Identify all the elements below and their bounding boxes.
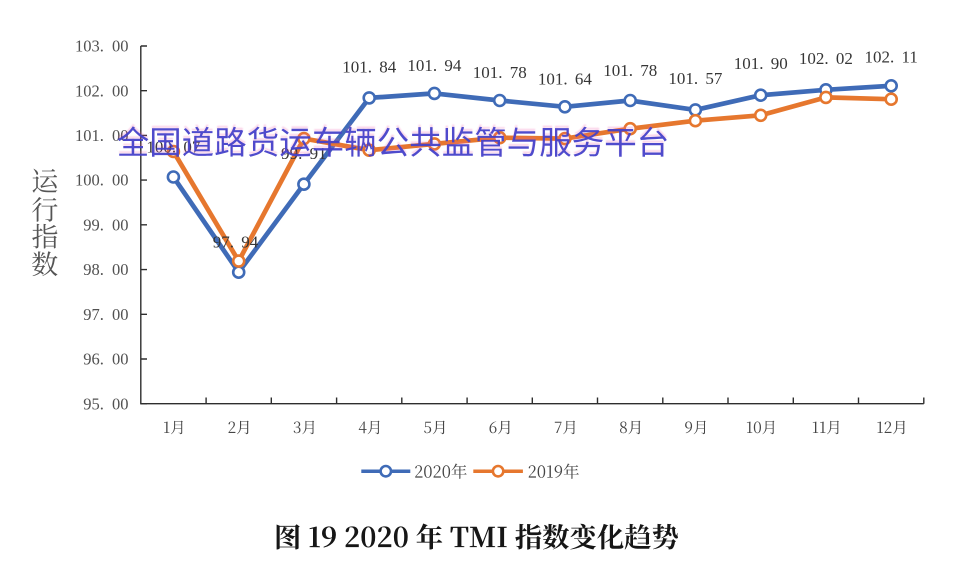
svg-text:101. 78: 101. 78 — [603, 61, 657, 80]
svg-text:102. 11: 102. 11 — [865, 48, 918, 67]
svg-text:102. 02: 102. 02 — [799, 49, 853, 68]
svg-text:101. 90: 101. 90 — [734, 54, 788, 73]
svg-text:101. 57: 101. 57 — [668, 69, 723, 88]
svg-text:101. 94: 101. 94 — [407, 56, 462, 75]
svg-text:101. 64: 101. 64 — [538, 70, 593, 89]
svg-text:101. 00: 101. 00 — [75, 126, 129, 145]
svg-text:101. 78: 101. 78 — [473, 63, 527, 82]
svg-text:103. 00: 103. 00 — [75, 37, 129, 56]
svg-text:101. 84: 101. 84 — [342, 58, 397, 77]
svg-text:96. 00: 96. 00 — [83, 350, 128, 369]
svg-text:100. 00: 100. 00 — [75, 171, 129, 190]
svg-text:98. 00: 98. 00 — [83, 260, 128, 279]
svg-text:97. 00: 97. 00 — [83, 305, 128, 324]
svg-text:102. 00: 102. 00 — [75, 81, 129, 100]
svg-text:97. 94: 97. 94 — [213, 233, 259, 252]
svg-text:99. 00: 99. 00 — [83, 215, 128, 234]
svg-text:95. 00: 95. 00 — [83, 394, 128, 413]
